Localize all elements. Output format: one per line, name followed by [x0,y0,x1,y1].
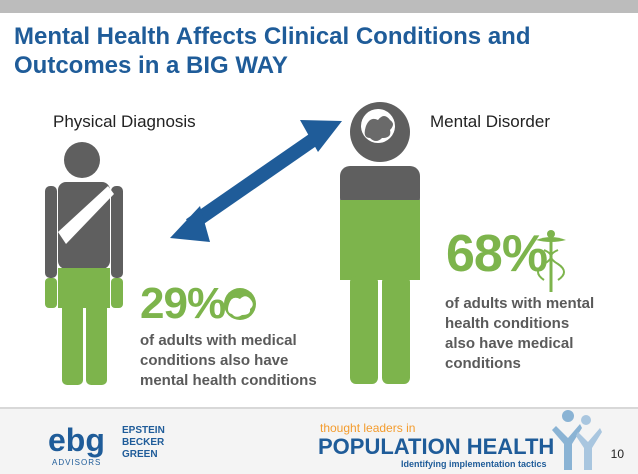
tagline: thought leaders in [320,421,416,435]
ebg-logo-sub: ADVISORS [52,458,102,467]
ebg-logo: ebg [48,422,105,458]
left-desc-line-1: of adults with medical [140,332,297,349]
left-description: of adults with medical conditions also h… [140,331,317,391]
left-desc-line-2: conditions also have [140,352,289,369]
firm-name: EPSTEIN BECKER GREEN [122,425,165,461]
right-desc-line-4: conditions [445,355,521,372]
left-figure-label: Physical Diagnosis [53,112,196,131]
right-description: of adults with mental health conditions … [445,294,594,374]
footer-divider [0,407,638,409]
people-silhouette-icon [552,410,602,470]
firm-line-3: GREEN [122,449,158,460]
left-stat: 29% [140,279,226,328]
subline: Identifying implementation tactics [401,459,547,469]
title-line-2: Outcomes in a BIG WAY [14,52,288,79]
firm-line-2: BECKER [122,437,165,448]
left-desc-line-3: mental health conditions [140,372,317,389]
right-desc-line-3: also have medical [445,335,574,352]
double-arrow-icon [170,120,342,242]
caduceus-icon [536,230,566,292]
right-stat: 68% [446,225,548,283]
right-desc-line-1: of adults with mental [445,295,595,312]
page-number: 10 [610,447,624,461]
brain-icon [361,109,395,143]
right-desc-line-2: health conditions [445,315,570,332]
footer-band [0,407,638,474]
slide-title: Mental Health Affects Clinical Condition… [14,22,624,80]
firm-line-1: EPSTEIN [122,425,165,436]
title-line-1: Mental Health Affects Clinical Condition… [14,23,531,50]
population-health-headline: POPULATION HEALTH [318,434,555,459]
right-figure-label: Mental Disorder [430,112,550,131]
left-person-figure [45,142,123,385]
top-bar [0,0,638,13]
brain-badge-icon [224,288,256,320]
right-person-figure [340,102,420,384]
